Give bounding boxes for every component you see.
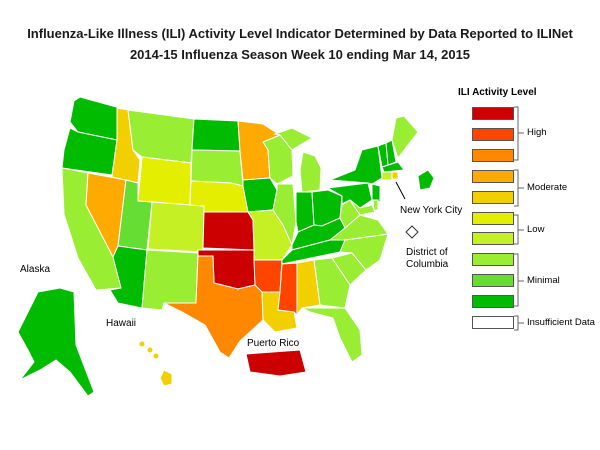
state-AR xyxy=(253,259,283,293)
state-IA xyxy=(242,177,278,213)
legend-swatch-level-9 xyxy=(472,127,514,141)
label-dc-line2: Columbia xyxy=(406,259,449,270)
state-KS xyxy=(202,211,255,251)
bracket-high xyxy=(514,106,524,161)
bracket-moderate xyxy=(514,169,524,207)
nyc-pointer xyxy=(395,181,406,200)
territory-PR xyxy=(245,349,307,377)
legend-label-high: High xyxy=(527,127,547,138)
state-SD xyxy=(190,149,244,187)
legend-label-low: Low xyxy=(527,224,545,235)
legend-swatch-level-3 xyxy=(472,253,514,267)
state-HI-2 xyxy=(146,346,154,354)
state-AK xyxy=(17,287,95,397)
region-NYC xyxy=(417,169,435,191)
state-CT xyxy=(381,171,393,181)
state-FL xyxy=(301,307,363,363)
legend-title: ILI Activity Level xyxy=(458,87,537,98)
map-title: Influenza-Like Illness (ILI) Activity Le… xyxy=(27,26,573,41)
legend-swatch-level-8 xyxy=(472,148,514,162)
state-WY xyxy=(137,156,192,206)
legend-swatch-level-4 xyxy=(472,232,514,246)
legend-label-minimal: Minimal xyxy=(527,275,560,286)
bracket-low xyxy=(514,214,524,245)
region-DC xyxy=(405,225,419,239)
state-IL xyxy=(272,183,297,247)
label-alaska: Alaska xyxy=(20,264,50,275)
state-TX xyxy=(163,255,264,359)
map-subtitle: 2014-15 Influenza Season Week 10 ending … xyxy=(129,47,471,62)
state-CO xyxy=(147,201,205,253)
state-AL xyxy=(296,259,321,317)
legend-swatch-level-7 xyxy=(472,169,514,183)
state-MI xyxy=(299,151,322,193)
label-nyc: New York City xyxy=(400,205,462,216)
legend-swatch-level-2 xyxy=(472,274,514,288)
bracket-insufficient xyxy=(514,315,524,331)
state-HI-3 xyxy=(152,352,160,360)
state-MT xyxy=(127,109,195,164)
label-dc-line1: District of xyxy=(406,247,448,258)
state-HI-1 xyxy=(138,340,146,348)
state-ME xyxy=(391,115,419,160)
legend-swatch-level-0 xyxy=(472,316,514,329)
legend-label-moderate: Moderate xyxy=(527,182,568,193)
state-NY xyxy=(329,145,383,185)
state-GA xyxy=(313,257,351,309)
state-ND xyxy=(191,118,241,152)
state-HI-4 xyxy=(159,369,173,387)
state-DE xyxy=(372,199,379,211)
state-NH xyxy=(385,139,397,166)
legend-swatch-level-6 xyxy=(472,190,514,204)
state-NJ xyxy=(371,183,381,203)
legend-label-insufficient: Insufficient Data xyxy=(527,317,595,328)
legend-swatch-level-1 xyxy=(472,295,514,309)
state-MI-UP xyxy=(273,127,314,151)
label-puerto-rico: Puerto Rico xyxy=(247,338,300,349)
bracket-minimal xyxy=(514,253,524,307)
legend-swatch-level-5 xyxy=(472,211,514,225)
state-MA xyxy=(381,161,405,173)
state-RI xyxy=(391,171,399,180)
label-hawaii: Hawaii xyxy=(106,318,136,329)
legend-swatch-level-10 xyxy=(472,107,514,120)
state-NM xyxy=(141,249,199,311)
